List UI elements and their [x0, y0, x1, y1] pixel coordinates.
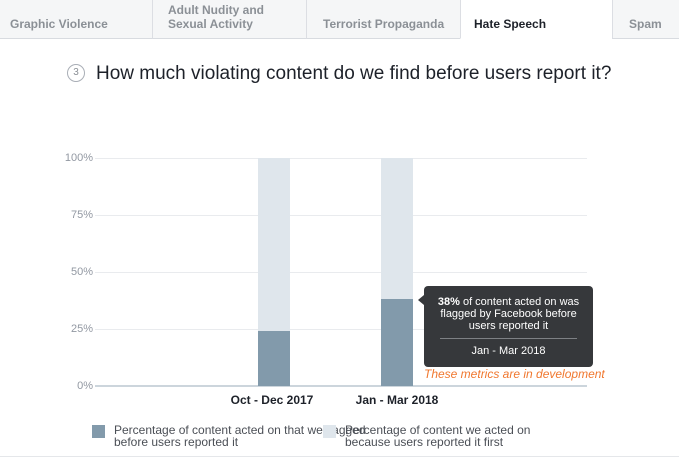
- bar-segment-reported: [381, 158, 413, 299]
- x-axis-line: [95, 385, 587, 387]
- tooltip-divider: [440, 338, 577, 339]
- x-tick-jan-mar-2018: Jan - Mar 2018: [355, 393, 439, 407]
- tooltip-description: of content acted on was flagged by Faceb…: [440, 296, 580, 332]
- legend-item-reported: Percentage of content we acted on becaus…: [323, 424, 530, 448]
- tab-label: Terrorist Propaganda: [323, 17, 445, 31]
- legend-swatch-flagged: [92, 425, 105, 438]
- tab-label: Adult Nudity and Sexual Activity: [168, 3, 264, 31]
- bar-segment-flagged: [381, 299, 413, 386]
- bar-oct-dec-2017[interactable]: [258, 158, 290, 386]
- tooltip-arrow-icon: [418, 295, 424, 305]
- y-tick-100: 100%: [64, 152, 93, 164]
- tab-label: Spam: [629, 17, 662, 31]
- y-tick-0: 0%: [77, 380, 93, 392]
- gridline-50: [95, 272, 587, 273]
- y-tick-25: 25%: [70, 323, 93, 335]
- question-title: How much violating content do we find be…: [96, 63, 612, 84]
- tab-hate-speech[interactable]: Hate Speech: [460, 0, 612, 39]
- tab-label: Hate Speech: [474, 17, 547, 31]
- tab-terrorist-propaganda[interactable]: Terrorist Propaganda: [306, 0, 460, 39]
- legend-swatch-reported: [323, 425, 336, 438]
- gridline-75: [95, 215, 587, 216]
- tooltip-period: Jan - Mar 2018: [471, 345, 546, 357]
- y-tick-50: 50%: [70, 266, 93, 278]
- category-tabs: Graphic Violence Adult Nudity and Sexual…: [0, 0, 679, 39]
- tab-label: Graphic Violence: [10, 17, 108, 31]
- x-tick-oct-dec-2017: Oct - Dec 2017: [230, 393, 314, 407]
- metrics-development-note: These metrics are in development: [424, 367, 605, 381]
- bar-jan-mar-2018[interactable]: [381, 158, 413, 386]
- bottom-divider: [0, 456, 679, 457]
- tab-spam[interactable]: Spam: [612, 0, 679, 39]
- gridline-25: [95, 329, 587, 330]
- bar-tooltip: 38% of content acted on was flagged by F…: [418, 286, 593, 367]
- tab-adult-nudity-and-sexual-activity[interactable]: Adult Nudity and Sexual Activity: [152, 0, 306, 39]
- bar-segment-flagged: [258, 331, 290, 386]
- question-number-badge: 3: [67, 64, 85, 82]
- y-tick-75: 75%: [70, 209, 93, 221]
- tooltip-value: 38%: [437, 296, 460, 308]
- tab-graphic-violence[interactable]: Graphic Violence: [0, 0, 152, 39]
- gridline-100: [95, 158, 587, 159]
- tooltip-text: 38% of content acted on was flagged by F…: [436, 296, 581, 332]
- bar-segment-reported: [258, 158, 290, 331]
- legend-label-reported: Percentage of content we acted on becaus…: [345, 423, 531, 449]
